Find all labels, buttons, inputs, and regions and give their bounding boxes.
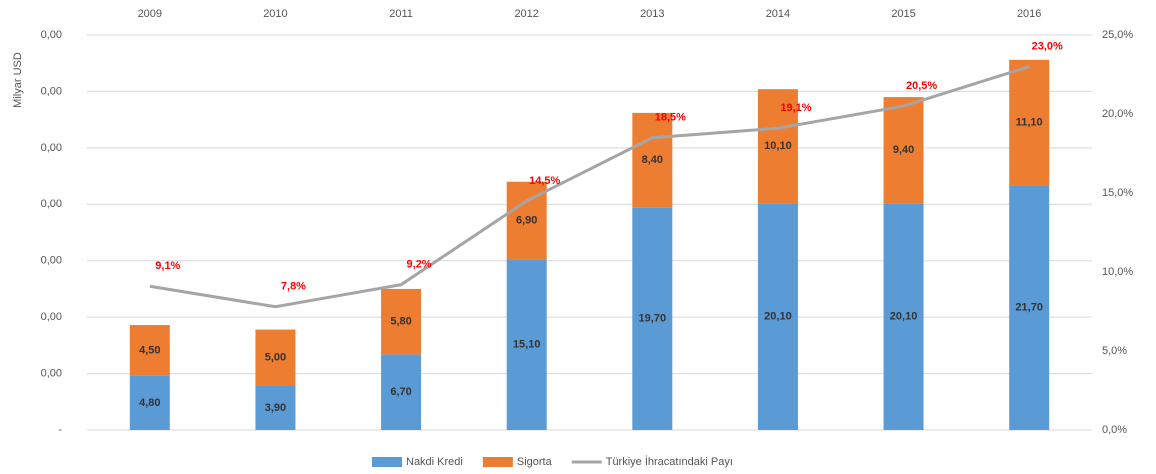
line-value-label: 9,1% [155,260,180,272]
bar-value-label: 9,40 [893,144,914,156]
bar-segment [381,288,422,355]
y2-tick-label: 5,0% [1102,345,1127,357]
bar-segment [883,97,924,204]
y2-tick-label: 0,0% [1102,424,1127,436]
line-value-label: 20,5% [906,80,937,92]
bar-segment [381,354,422,430]
bar-segment [129,375,170,430]
bar-value-label: 10,10 [764,140,792,152]
bar-segment [1009,59,1050,186]
bar-value-label: 21,70 [1015,301,1043,313]
y2-tick-label: 15,0% [1102,187,1133,199]
bar-value-label: 6,90 [516,215,537,227]
line-value-label: 9,2% [407,259,432,271]
bar-value-label: 19,70 [639,313,667,325]
y-tick-label: 0,00 [41,198,62,210]
bar-segment [883,203,924,430]
legend-swatch [372,457,402,467]
bar-segment [255,329,296,386]
y-tick-label: 0,00 [41,142,62,154]
bar-segment [757,89,798,204]
x-tick-label: 2012 [514,8,538,20]
x-tick-label: 2009 [138,8,162,20]
y-tick-label: 0,00 [41,29,62,41]
line-value-label: 19,1% [780,102,811,114]
bar-value-label: 6,70 [390,386,411,398]
bar-value-label: 20,10 [890,310,918,322]
y-tick-label: 0,00 [41,85,62,97]
bar-value-label: 5,80 [390,316,411,328]
legend-label: Nakdi Kredi [406,456,463,468]
bar-value-label: 15,10 [513,339,541,351]
x-tick-label: 2016 [1017,8,1041,20]
bar-value-label: 20,10 [764,310,792,322]
legend-label: Türkiye İhracatındaki Payı [606,455,733,468]
bar-segment [1009,185,1050,430]
y-tick-label: 0,00 [41,311,62,323]
y-tick-label: 0,00 [41,255,62,267]
bar-value-label: 3,90 [265,402,286,414]
bar-value-label: 8,40 [642,154,663,166]
x-tick-label: 2013 [640,8,664,20]
y-axis-label: Milyar USD [12,52,24,108]
x-tick-label: 2010 [263,8,287,20]
bar-value-label: 4,80 [139,397,160,409]
line-value-label: 14,5% [529,175,560,187]
x-tick-label: 2014 [766,8,790,20]
bar-value-label: 11,10 [1016,116,1043,128]
bar-segment [129,325,170,376]
legend-swatch [482,457,513,467]
bar-segment [632,112,673,208]
y-tick-label: - [58,424,62,436]
y2-tick-label: 10,0% [1102,266,1133,278]
bar-value-label: 5,00 [265,352,286,364]
bar-segment [506,259,547,430]
line-value-label: 7,8% [281,281,306,293]
x-tick-label: 2015 [891,8,915,20]
legend-label: Sigorta [517,456,553,468]
y2-tick-label: 20,0% [1102,108,1133,120]
line-series [149,65,1030,309]
line-value-label: 18,5% [655,112,686,124]
bar-segment [255,385,296,430]
bar-value-label: 4,50 [139,344,160,356]
bar-segment [632,207,673,430]
y-tick-label: 0,00 [41,367,62,379]
y2-tick-label: 25,0% [1102,29,1133,41]
bar-segment [757,203,798,430]
x-tick-label: 2011 [389,8,413,20]
line-value-label: 23,0% [1032,41,1063,53]
